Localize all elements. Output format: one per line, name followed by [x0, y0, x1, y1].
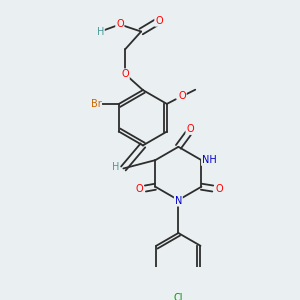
Text: O: O [135, 184, 143, 194]
Text: O: O [116, 20, 124, 29]
Text: H: H [112, 162, 119, 172]
Text: NH: NH [202, 155, 217, 165]
Text: O: O [178, 91, 186, 101]
Text: Cl: Cl [174, 292, 183, 300]
Text: N: N [175, 196, 182, 206]
Text: O: O [122, 69, 129, 79]
Text: O: O [186, 124, 194, 134]
Text: Br: Br [91, 99, 101, 109]
Text: O: O [215, 184, 223, 194]
Text: O: O [155, 16, 163, 26]
Text: H: H [97, 26, 104, 37]
